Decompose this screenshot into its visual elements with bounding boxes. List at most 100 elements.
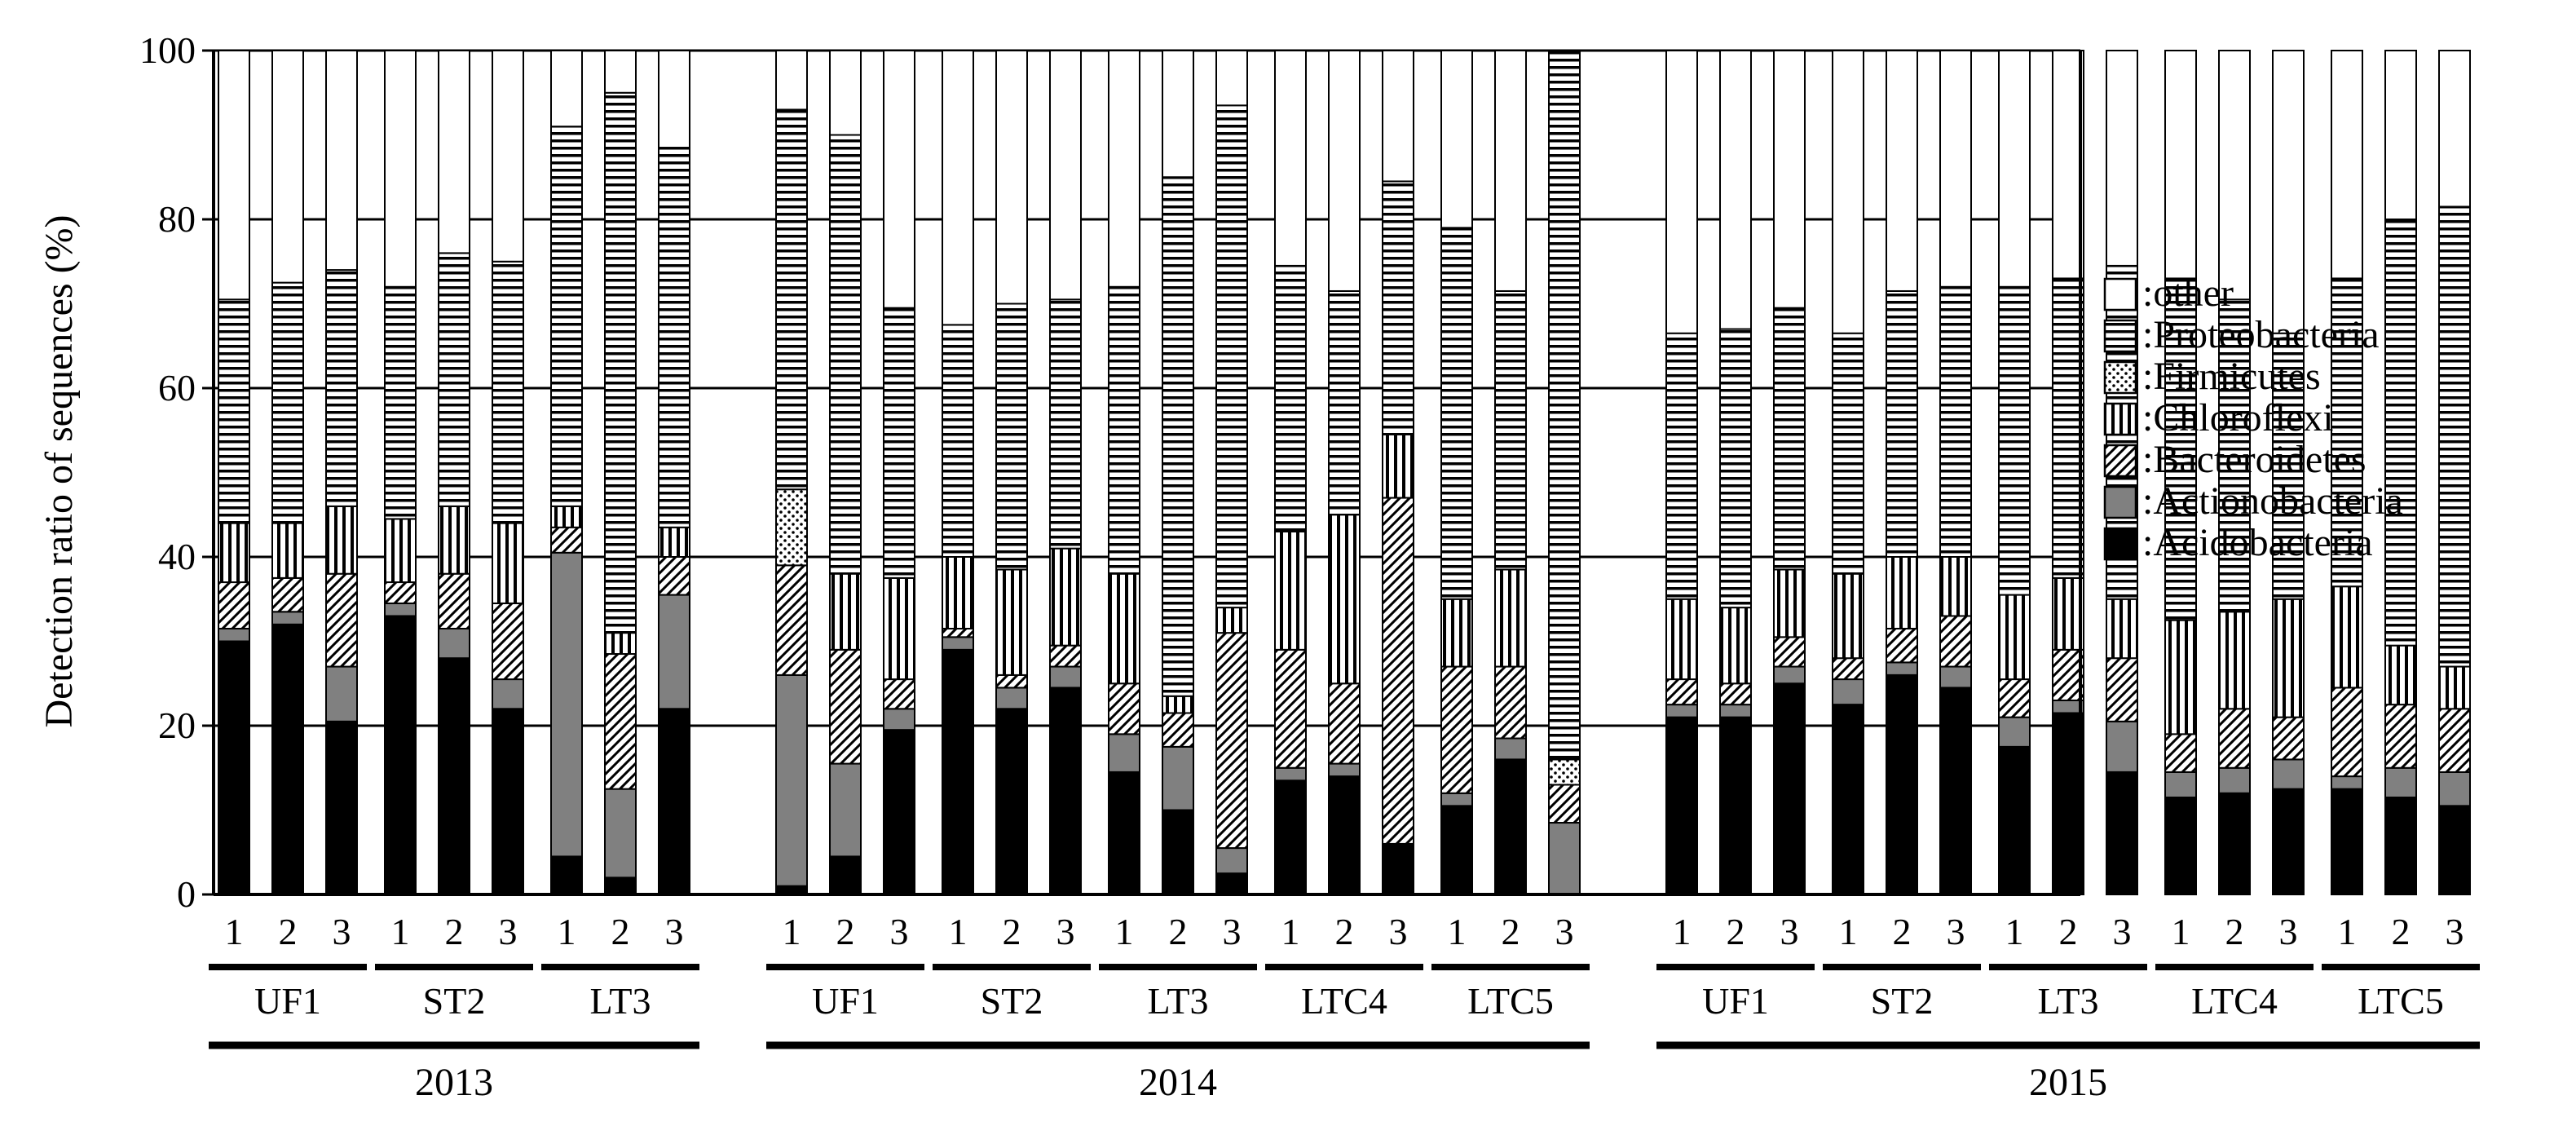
segment-proteo-2013-UF1-3 — [325, 269, 358, 507]
segment-other-2014-ST2-1 — [942, 50, 974, 326]
segment-chloro-2014-LTC4-2 — [1328, 514, 1361, 685]
segment-proteo-2015-UF1-1 — [1665, 332, 1698, 600]
bar-2014-LT3-2 — [1162, 50, 1194, 895]
segment-chloro-2014-LTC5-2 — [1494, 568, 1527, 668]
legend-label-chloro: :Chloroflexi — [2142, 396, 2334, 439]
segment-actino-2015-ST2-3 — [1939, 665, 1972, 689]
segment-actino-2014-UF1-1 — [775, 673, 808, 887]
legend-item-actino: :Actionobacteria — [2103, 479, 2403, 523]
segment-other-2014-ST2-3 — [1049, 50, 1082, 301]
group-label-2014-LTC5: LTC5 — [1467, 980, 1554, 1022]
segment-actino-2015-ST2-1 — [1832, 678, 1864, 706]
segment-proteo-2015-LTC5-3 — [2438, 205, 2471, 668]
legend-swatch-proteo — [2103, 319, 2137, 353]
segment-bact-2014-LTC5-3 — [1548, 784, 1581, 824]
bar-2013-UF1-3 — [325, 50, 358, 896]
segment-proteo-2014-LTC4-3 — [1382, 180, 1414, 435]
segment-actino-2014-ST2-2 — [995, 687, 1028, 710]
group-label-2015-UF1: UF1 — [1702, 980, 1769, 1022]
segment-bact-2015-ST2-1 — [1832, 657, 1864, 681]
segment-bact-2013-LT3-1 — [550, 526, 583, 554]
segment-bact-2015-LTC4-2 — [2218, 708, 2251, 769]
segment-bact-2014-LT3-1 — [1108, 682, 1140, 735]
segment-acido-2013-ST2-3 — [492, 708, 524, 895]
segment-proteo-2014-ST2-3 — [1049, 298, 1082, 550]
segment-acido-2014-LT3-1 — [1108, 771, 1140, 895]
y-tick-label-100: 100 — [139, 29, 196, 71]
bar-2014-LT3-3 — [1215, 50, 1248, 895]
bar-2015-UF1-2 — [1719, 50, 1752, 896]
segment-other-2015-LTC4-2 — [2218, 50, 2251, 301]
segment-acido-2014-LTC5-1 — [1440, 805, 1473, 896]
segment-chloro-2015-LTC5-2 — [2384, 644, 2417, 706]
rep-label-2014-LT3-3: 3 — [1223, 911, 1242, 952]
legend-label-firm: :Firmicutes — [2142, 355, 2321, 398]
legend-swatch-other — [2103, 277, 2137, 311]
rep-label-2013-ST2-2: 2 — [445, 911, 464, 952]
segment-actino-2014-LTC4-2 — [1328, 762, 1361, 778]
segment-other-2015-LT3-3 — [2106, 50, 2138, 267]
segment-chloro-2015-UF1-1 — [1665, 598, 1698, 681]
segment-bact-2015-LTC5-2 — [2384, 704, 2417, 769]
bar-2013-LT3-2 — [604, 50, 637, 896]
segment-proteo-2015-LT3-1 — [1998, 285, 2031, 596]
segment-other-2014-LTC5-1 — [1440, 50, 1473, 229]
segment-acido-2015-LTC4-2 — [2218, 792, 2251, 895]
legend-swatch-chloro — [2103, 402, 2137, 436]
segment-proteo-2014-ST2-1 — [942, 324, 974, 558]
bar-2015-LTC4-1 — [2164, 50, 2197, 895]
rep-label-2014-LT3-2: 2 — [1169, 911, 1188, 952]
rep-label-2014-LTC5-1: 1 — [1448, 911, 1467, 952]
segment-actino-2015-LT3-3 — [2106, 720, 2138, 773]
y-tick-label-80: 80 — [158, 198, 196, 240]
segment-other-2015-LT3-1 — [1998, 50, 2031, 288]
legend-item-proteo: :Proteobacteria — [2103, 313, 2380, 356]
segment-other-2014-LT3-1 — [1108, 50, 1140, 288]
segment-other-2014-UF1-2 — [829, 50, 862, 136]
segment-actino-2013-ST2-1 — [384, 602, 417, 617]
rep-label-2015-ST2-1: 1 — [1839, 911, 1858, 952]
segment-bact-2013-ST2-3 — [492, 602, 524, 681]
segment-acido-2015-ST2-1 — [1832, 704, 1864, 895]
rep-label-2015-UF1-1: 1 — [1673, 911, 1692, 952]
segment-chloro-2014-LTC5-1 — [1440, 598, 1473, 668]
segment-other-2014-ST2-2 — [995, 50, 1028, 305]
segment-acido-2014-ST2-3 — [1049, 687, 1082, 895]
segment-acido-2013-UF1-3 — [325, 720, 358, 896]
segment-proteo-2014-UF1-1 — [775, 108, 808, 491]
segment-acido-2015-LTC4-3 — [2272, 788, 2305, 895]
segment-bact-2015-LTC5-3 — [2438, 708, 2471, 773]
segment-actino-2013-LT3-3 — [658, 594, 690, 710]
segment-proteo-2014-LT3-1 — [1108, 285, 1140, 575]
segment-proteo-2015-LTC5-2 — [2384, 219, 2417, 647]
year-label-2014: 2014 — [1139, 1061, 1217, 1104]
rep-label-2015-LTC4-1: 1 — [2172, 911, 2190, 952]
segment-actino-2015-LTC4-2 — [2218, 766, 2251, 794]
segment-other-2013-LT3-1 — [550, 50, 583, 128]
bar-2014-ST2-3 — [1049, 50, 1082, 895]
segment-bact-2014-UF1-3 — [883, 678, 915, 710]
group-label-2013-UF1: UF1 — [254, 980, 321, 1022]
segment-acido-2015-UF1-3 — [1773, 682, 1806, 895]
segment-proteo-2015-LTC4-2 — [2218, 298, 2251, 613]
segment-bact-2014-LTC4-1 — [1274, 648, 1307, 769]
rep-label-2014-LTC5-3: 3 — [1555, 911, 1574, 952]
segment-acido-2015-LTC5-1 — [2331, 788, 2363, 895]
segment-chloro-2015-LT3-3 — [2106, 598, 2138, 660]
segment-proteo-2013-ST2-3 — [492, 260, 524, 524]
bar-2014-LT3-1 — [1108, 50, 1140, 895]
bar-2014-LTC5-3 — [1548, 50, 1581, 896]
bar-2013-ST2-2 — [438, 50, 470, 895]
group-label-2015-LTC4: LTC4 — [2191, 980, 2278, 1022]
rep-label-2015-LTC5-2: 2 — [2392, 911, 2411, 952]
segment-chloro-2015-LTC4-2 — [2218, 611, 2251, 710]
segment-other-2014-LT3-3 — [1215, 50, 1248, 107]
rep-label-2013-LT3-2: 2 — [611, 911, 630, 952]
segment-proteo-2015-LTC5-1 — [2331, 277, 2363, 588]
bar-2013-LT3-1 — [550, 50, 583, 896]
bar-2014-ST2-1 — [942, 50, 974, 895]
segment-bact-2015-LTC4-1 — [2164, 733, 2197, 773]
segment-chloro-2013-UF1-1 — [218, 522, 250, 584]
segment-actino-2013-LT3-1 — [550, 551, 583, 858]
rep-label-2013-UF1-1: 1 — [225, 911, 244, 952]
